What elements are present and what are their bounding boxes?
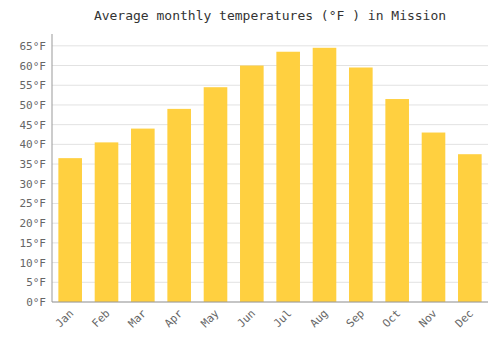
x-axis-line — [52, 302, 488, 303]
x-tick-label: Feb — [89, 307, 112, 330]
bar — [313, 48, 337, 302]
y-tick-label: 25°F — [20, 197, 47, 210]
grid-line — [52, 104, 488, 105]
grid-line — [52, 65, 488, 66]
bar — [458, 154, 482, 302]
bar — [240, 66, 264, 302]
y-tick-label: 55°F — [20, 79, 47, 92]
y-tick-label: 20°F — [20, 217, 47, 230]
bar — [349, 68, 373, 303]
bar — [58, 158, 82, 302]
y-tick-label: 60°F — [20, 60, 47, 73]
chart: 0°F 5°F 10°F 15°F 20°F 25°F 30°F 35°F 40°F 45°F 50… — [0, 0, 500, 350]
y-tick-label: 15°F — [20, 237, 47, 250]
y-tick-label: 5°F — [26, 276, 46, 289]
bars — [58, 48, 481, 302]
x-tick-label: Dec — [453, 307, 476, 330]
grid-line — [52, 124, 488, 125]
y-tick-label: 35°F — [20, 158, 47, 171]
x-tick-label: Jan — [53, 307, 76, 330]
y-tick-label: 30°F — [20, 178, 47, 191]
bar — [131, 129, 155, 302]
y-tick-label: 0°F — [26, 296, 46, 309]
y-tick-label: 50°F — [20, 99, 47, 112]
y-tick-label: 45°F — [20, 119, 47, 132]
grid-line — [52, 45, 488, 46]
x-tick-label: May — [198, 307, 222, 331]
grid-line — [52, 85, 488, 86]
x-tick-label: Sep — [344, 307, 367, 330]
title: Average monthly temperatures (°F ) in Mi… — [94, 8, 446, 23]
x-tick-label: Oct — [380, 307, 403, 330]
y-tick-label: 10°F — [20, 257, 47, 270]
x-axis: Jan Feb Mar Apr May Jun Jul Aug Sep Oct Nov Dec — [53, 307, 476, 331]
bar — [167, 109, 191, 302]
grid-line — [52, 302, 488, 303]
x-tick-label: Jul — [271, 307, 294, 330]
x-tick-label: Jun — [235, 307, 258, 330]
bar — [385, 99, 409, 302]
bar — [422, 133, 446, 302]
x-tick-label: Aug — [307, 307, 330, 330]
grid — [52, 46, 488, 302]
y-tick-label: 40°F — [20, 138, 47, 151]
x-tick-label: Nov — [416, 307, 440, 331]
bar — [95, 142, 119, 302]
y-axis-line — [52, 34, 53, 302]
x-tick-label: Apr — [162, 307, 186, 331]
bar — [276, 52, 300, 302]
y-axis: 0°F 5°F 10°F 15°F 20°F 25°F 30°F 35°F 40°F 45°F 50… — [20, 40, 47, 309]
y-tick-label: 65°F — [20, 40, 47, 53]
x-tick-label: Mar — [126, 307, 150, 331]
bar — [204, 87, 228, 302]
